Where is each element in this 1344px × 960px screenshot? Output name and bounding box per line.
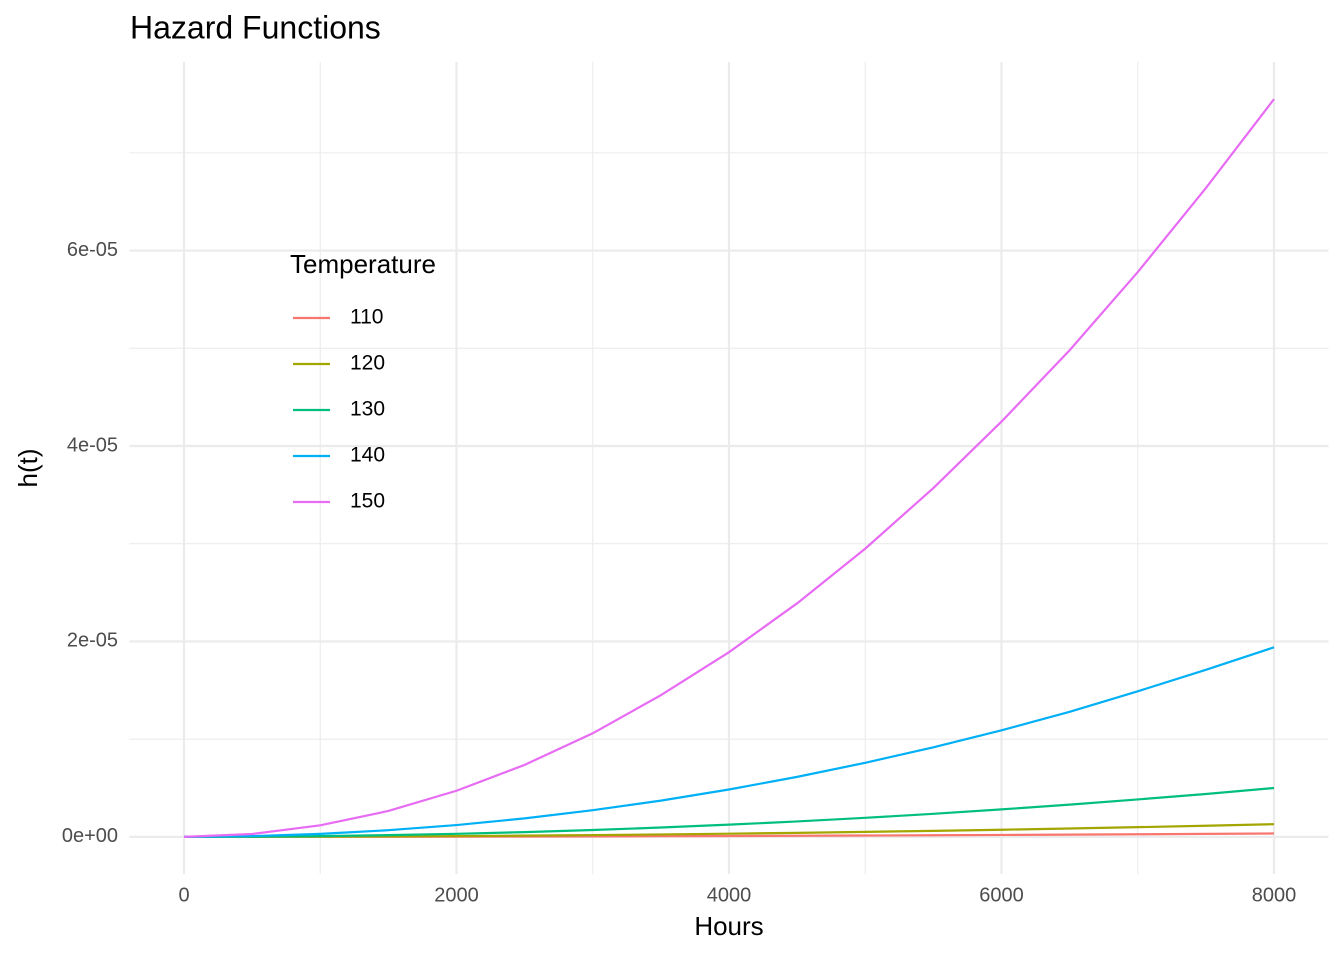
- legend-label: 110: [350, 306, 383, 329]
- y-tick-label: 4e-05: [67, 434, 118, 456]
- x-tick-label: 4000: [707, 884, 752, 906]
- x-tick-label: 8000: [1252, 884, 1297, 906]
- series-line: [183, 646, 1275, 838]
- x-tick-label: 2000: [434, 884, 479, 906]
- x-axis-title: Hours: [694, 911, 763, 941]
- y-tick-label: 0e+00: [62, 825, 118, 847]
- series-line: [183, 98, 1275, 838]
- legend-label: 150: [350, 490, 385, 513]
- legend-label: 130: [350, 398, 385, 421]
- y-axis-title: h(t): [13, 449, 43, 488]
- x-tick-label: 6000: [979, 884, 1024, 906]
- y-tick-label: 2e-05: [67, 630, 118, 652]
- series-line: [183, 786, 1275, 838]
- legend-title: Temperature: [290, 249, 436, 279]
- chart-title: Hazard Functions: [130, 9, 381, 45]
- x-tick-label: 0: [178, 884, 189, 906]
- y-tick-label: 6e-05: [67, 239, 118, 261]
- legend-label: 120: [350, 352, 385, 375]
- legend-label: 140: [350, 444, 385, 467]
